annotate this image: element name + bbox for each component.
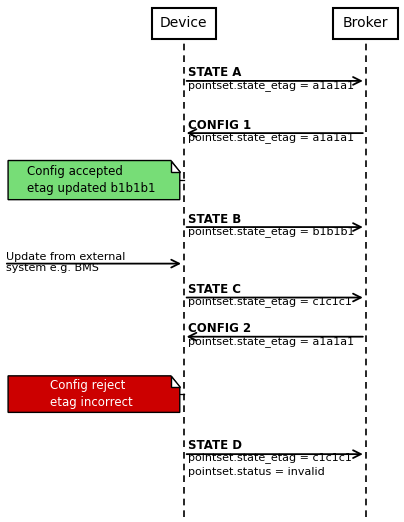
Text: Config reject
etag incorrect: Config reject etag incorrect <box>50 379 133 409</box>
Text: Config accepted
etag updated b1b1b1: Config accepted etag updated b1b1b1 <box>27 165 156 195</box>
Text: system e.g. BMS: system e.g. BMS <box>6 263 99 273</box>
Text: Update from external: Update from external <box>6 252 125 262</box>
Polygon shape <box>171 376 180 387</box>
Text: pointset.state_etag = a1a1a1: pointset.state_etag = a1a1a1 <box>188 80 354 91</box>
Text: pointset.state_etag = a1a1a1: pointset.state_etag = a1a1a1 <box>188 132 354 143</box>
Text: Device: Device <box>160 17 208 30</box>
Polygon shape <box>8 161 180 199</box>
FancyBboxPatch shape <box>152 8 216 39</box>
Text: pointset.state_etag = a1a1a1: pointset.state_etag = a1a1a1 <box>188 336 354 347</box>
Text: Broker: Broker <box>343 17 388 30</box>
Text: STATE A: STATE A <box>188 66 241 79</box>
Text: CONFIG 1: CONFIG 1 <box>188 118 251 132</box>
Text: pointset.state_etag = c1c1c1: pointset.state_etag = c1c1c1 <box>188 453 352 464</box>
Polygon shape <box>8 376 180 412</box>
Text: pointset.state_etag = b1b1b1: pointset.state_etag = b1b1b1 <box>188 226 354 237</box>
Text: pointset.state_etag = c1c1c1: pointset.state_etag = c1c1c1 <box>188 296 352 307</box>
Text: CONFIG 2: CONFIG 2 <box>188 322 251 335</box>
Text: pointset.status = invalid: pointset.status = invalid <box>188 467 324 477</box>
Text: STATE C: STATE C <box>188 283 241 296</box>
Polygon shape <box>171 161 180 172</box>
Text: STATE D: STATE D <box>188 438 242 452</box>
Text: STATE B: STATE B <box>188 212 241 226</box>
FancyBboxPatch shape <box>333 8 398 39</box>
